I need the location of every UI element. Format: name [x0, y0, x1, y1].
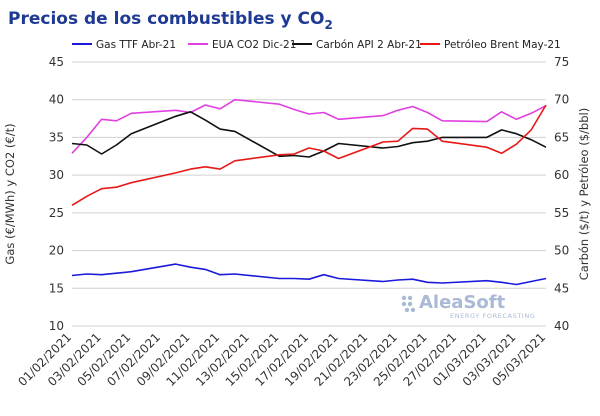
aleasoft-logo: AleaSoft ENERGY FORECASTING — [401, 292, 536, 320]
right-axis-ticks: 40 45 50 55 60 65 70 75 — [554, 55, 569, 333]
logo-brand-text: AleaSoft — [419, 292, 506, 313]
y-axis-right-label: Carbón ($/t) y Petróleo ($/bbl) — [577, 108, 591, 280]
y-left-tick-label: 40 — [49, 93, 64, 107]
series-line-2 — [71, 98, 547, 154]
chart-series — [71, 98, 547, 286]
left-axis-ticks: 10 15 20 25 30 35 40 45 — [49, 55, 64, 333]
y-right-tick-label: 65 — [554, 130, 569, 144]
legend-entry: Gas TTF Abr-21 — [96, 39, 176, 51]
legend-entry: Petróleo Brent May-21 — [444, 39, 561, 51]
y-left-tick-label: 15 — [49, 281, 64, 295]
series-line-4 — [71, 104, 547, 206]
chart-legend: Gas TTF Abr-21 EUA CO2 Dic-21 Carbón API 2… — [72, 39, 561, 51]
logo-tagline-text: ENERGY FORECASTING — [450, 312, 536, 320]
y-right-tick-label: 50 — [554, 244, 569, 258]
series-line-1 — [71, 263, 547, 286]
y-right-tick-label: 60 — [554, 168, 569, 182]
y-axis-left-label: Gas (€/MWh) y CO2 (€/t) — [3, 123, 17, 264]
y-right-tick-label: 45 — [554, 281, 569, 295]
y-right-tick-label: 40 — [554, 319, 569, 333]
y-right-tick-label: 75 — [554, 55, 569, 69]
y-left-tick-label: 10 — [49, 319, 64, 333]
chart-title-subscript: 2 — [324, 18, 332, 32]
y-left-tick-label: 45 — [49, 55, 64, 69]
logo-mark-icon — [401, 295, 416, 313]
x-axis-ticks: 01/02/202103/02/202105/02/202107/02/2021… — [15, 330, 548, 389]
y-left-tick-label: 30 — [49, 168, 64, 182]
chart-title: Precios de los combustibles y CO2 — [8, 9, 333, 32]
chart-grid — [72, 61, 546, 327]
legend-entry: Carbón API 2 Abr-21 — [316, 39, 422, 51]
series-line-3 — [71, 111, 547, 158]
chart-title-main: Precios de los combustibles y CO — [8, 9, 324, 29]
y-left-tick-label: 25 — [49, 206, 64, 220]
y-left-tick-label: 35 — [49, 130, 64, 144]
legend-entry: EUA CO2 Dic-21 — [212, 39, 296, 51]
y-right-tick-label: 70 — [554, 93, 569, 107]
y-left-tick-label: 20 — [49, 244, 64, 258]
y-right-tick-label: 55 — [554, 206, 569, 220]
